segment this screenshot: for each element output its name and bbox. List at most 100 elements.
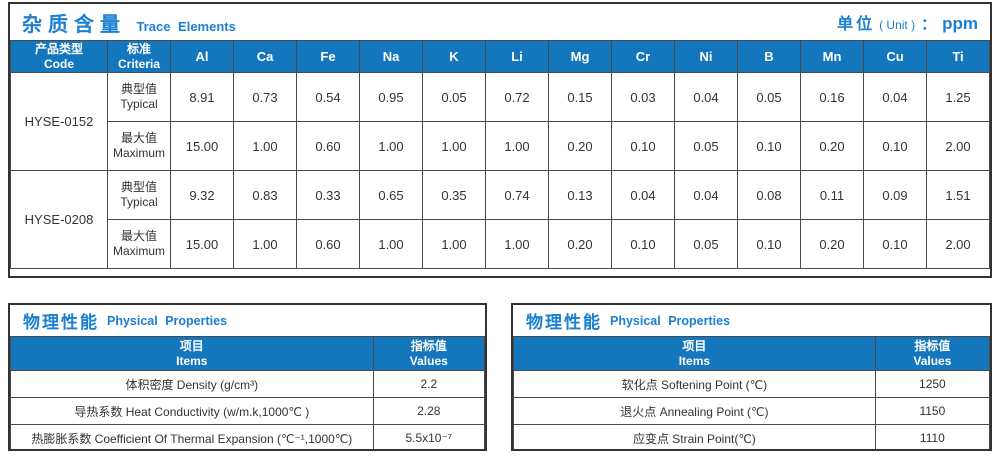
criteria-label-cn: 最大值 xyxy=(120,229,157,243)
trace-title-en: Trace Elements xyxy=(136,18,236,34)
property-value: 1250 xyxy=(874,370,990,398)
unit-indicator: 单位 ( Unit ) ： ppm xyxy=(837,10,978,34)
value-cell: 1.51 xyxy=(926,170,990,220)
items-column-header: 项目 Items xyxy=(513,336,876,371)
value-cell: 0.10 xyxy=(611,219,675,269)
criteria-label-cn: 典型值 xyxy=(120,180,157,194)
values-header-cn: 指标值 xyxy=(914,338,951,353)
table-row: 热膨胀系数 Coefficient Of Thermal Expansion (… xyxy=(10,424,485,449)
trace-title: 杂质含量 Trace Elements xyxy=(22,8,236,37)
property-item: 体积密度 Density (g/cm³) xyxy=(10,370,374,398)
value-cell: 0.33 xyxy=(296,170,360,220)
criteria-label: 典型值 Typical xyxy=(107,170,171,220)
product-code: HYSE-0152 xyxy=(10,72,108,171)
value-cell: 0.20 xyxy=(800,121,864,171)
values-header-en: Values xyxy=(409,353,448,368)
value-cell: 0.11 xyxy=(800,170,864,220)
physical-right-grid: 项目 Items 指标值 Values 软化点 Softening Point … xyxy=(513,336,990,449)
value-cell: 0.05 xyxy=(674,121,738,171)
criteria-column-header: 标准 Criteria xyxy=(107,40,171,73)
value-cell: 0.10 xyxy=(863,121,927,171)
value-cell: 0.05 xyxy=(422,72,486,122)
code-header-cn: 产品类型 xyxy=(34,41,83,56)
value-cell: 2.00 xyxy=(926,121,990,171)
element-header-mn: Mn xyxy=(800,40,864,73)
unit-label-en: ( Unit ) xyxy=(879,18,916,32)
physical-right-title-cn: 物理性能 xyxy=(526,313,602,332)
element-header-cu: Cu xyxy=(863,40,927,73)
value-cell: 1.00 xyxy=(359,219,423,269)
criteria-header-cn: 标准 xyxy=(126,41,151,56)
property-item: 热膨胀系数 Coefficient Of Thermal Expansion (… xyxy=(10,424,374,449)
value-cell: 0.08 xyxy=(737,170,801,220)
value-cell: 0.03 xyxy=(611,72,675,122)
trace-title-cn: 杂质含量 xyxy=(22,13,126,36)
value-cell: 0.05 xyxy=(674,219,738,269)
element-header-fe: Fe xyxy=(296,40,360,73)
value-cell: 15.00 xyxy=(170,219,234,269)
items-header-cn: 项目 xyxy=(682,338,707,353)
element-header-ti: Ti xyxy=(926,40,990,73)
criteria-label-en: Typical xyxy=(120,195,158,209)
criteria-label-en: Typical xyxy=(120,97,158,111)
physical-left-title-en: Physical Properties xyxy=(107,313,228,328)
value-cell: 2.00 xyxy=(926,219,990,269)
value-cell: 1.25 xyxy=(926,72,990,122)
element-header-b: B xyxy=(737,40,801,73)
items-column-header: 项目 Items xyxy=(10,336,374,371)
table-row: 体积密度 Density (g/cm³) 2.2 xyxy=(10,370,485,398)
value-cell: 1.00 xyxy=(359,121,423,171)
value-cell: 15.00 xyxy=(170,121,234,171)
value-cell: 1.00 xyxy=(233,121,297,171)
value-cell: 0.04 xyxy=(674,72,738,122)
trace-elements-table: 杂质含量 Trace Elements 单位 ( Unit ) ： ppm 产品… xyxy=(8,2,992,278)
unit-colon: ： xyxy=(921,16,937,33)
value-cell: 0.95 xyxy=(359,72,423,122)
criteria-label-cn: 最大值 xyxy=(120,131,157,145)
physical-right-title-bar: 物理性能 Physical Properties xyxy=(513,305,990,336)
element-header-ni: Ni xyxy=(674,40,738,73)
value-cell: 9.32 xyxy=(170,170,234,220)
value-cell: 0.15 xyxy=(548,72,612,122)
criteria-header-en: Criteria xyxy=(117,56,161,71)
criteria-label-cn: 典型值 xyxy=(120,82,157,96)
value-cell: 0.04 xyxy=(863,72,927,122)
value-cell: 1.00 xyxy=(422,121,486,171)
value-cell: 0.10 xyxy=(737,121,801,171)
items-header-en: Items xyxy=(176,353,208,368)
table-row: 最大值 Maximum 15.00 1.00 0.60 1.00 1.00 1.… xyxy=(11,121,990,171)
physical-left-grid: 项目 Items 指标值 Values 体积密度 Density (g/cm³)… xyxy=(10,336,485,449)
physical-left-header-row: 项目 Items 指标值 Values xyxy=(10,336,485,371)
element-header-na: Na xyxy=(359,40,423,73)
criteria-label: 最大值 Maximum xyxy=(107,219,171,269)
values-header-cn: 指标值 xyxy=(410,338,447,353)
property-item: 退火点 Annealing Point (℃) xyxy=(513,397,876,425)
element-header-cr: Cr xyxy=(611,40,675,73)
items-header-cn: 项目 xyxy=(179,338,204,353)
value-cell: 0.20 xyxy=(800,219,864,269)
values-column-header: 指标值 Values xyxy=(372,336,485,371)
property-item: 导热系数 Heat Conductivity (w/m.k,1000℃ ) xyxy=(10,397,374,425)
criteria-label-en: Maximum xyxy=(112,244,165,258)
element-header-k: K xyxy=(422,40,486,73)
physical-right-header-row: 项目 Items 指标值 Values xyxy=(513,336,990,371)
value-cell: 0.13 xyxy=(548,170,612,220)
value-cell: 0.83 xyxy=(233,170,297,220)
product-code: HYSE-0208 xyxy=(10,170,108,269)
criteria-label: 最大值 Maximum xyxy=(107,121,171,171)
property-value: 5.5x10⁻⁷ xyxy=(372,424,485,449)
value-cell: 0.65 xyxy=(359,170,423,220)
value-cell: 0.60 xyxy=(296,121,360,171)
criteria-label: 典型值 Typical xyxy=(107,72,171,122)
property-value: 1110 xyxy=(874,424,990,449)
property-value: 2.28 xyxy=(372,397,485,425)
trace-header-row: 产品类型 Code 标准 Criteria Al Ca Fe Na K Li M… xyxy=(10,40,990,73)
items-header-en: Items xyxy=(678,353,711,368)
table-row: 导热系数 Heat Conductivity (w/m.k,1000℃ ) 2.… xyxy=(10,397,485,425)
value-cell: 0.10 xyxy=(611,121,675,171)
physical-left-title-cn: 物理性能 xyxy=(23,313,99,332)
value-cell: 0.16 xyxy=(800,72,864,122)
value-cell: 0.72 xyxy=(485,72,549,122)
physical-left-title-bar: 物理性能 Physical Properties xyxy=(10,305,485,336)
physical-properties-table-left: 物理性能 Physical Properties 项目 Items 指标值 Va… xyxy=(8,303,487,451)
